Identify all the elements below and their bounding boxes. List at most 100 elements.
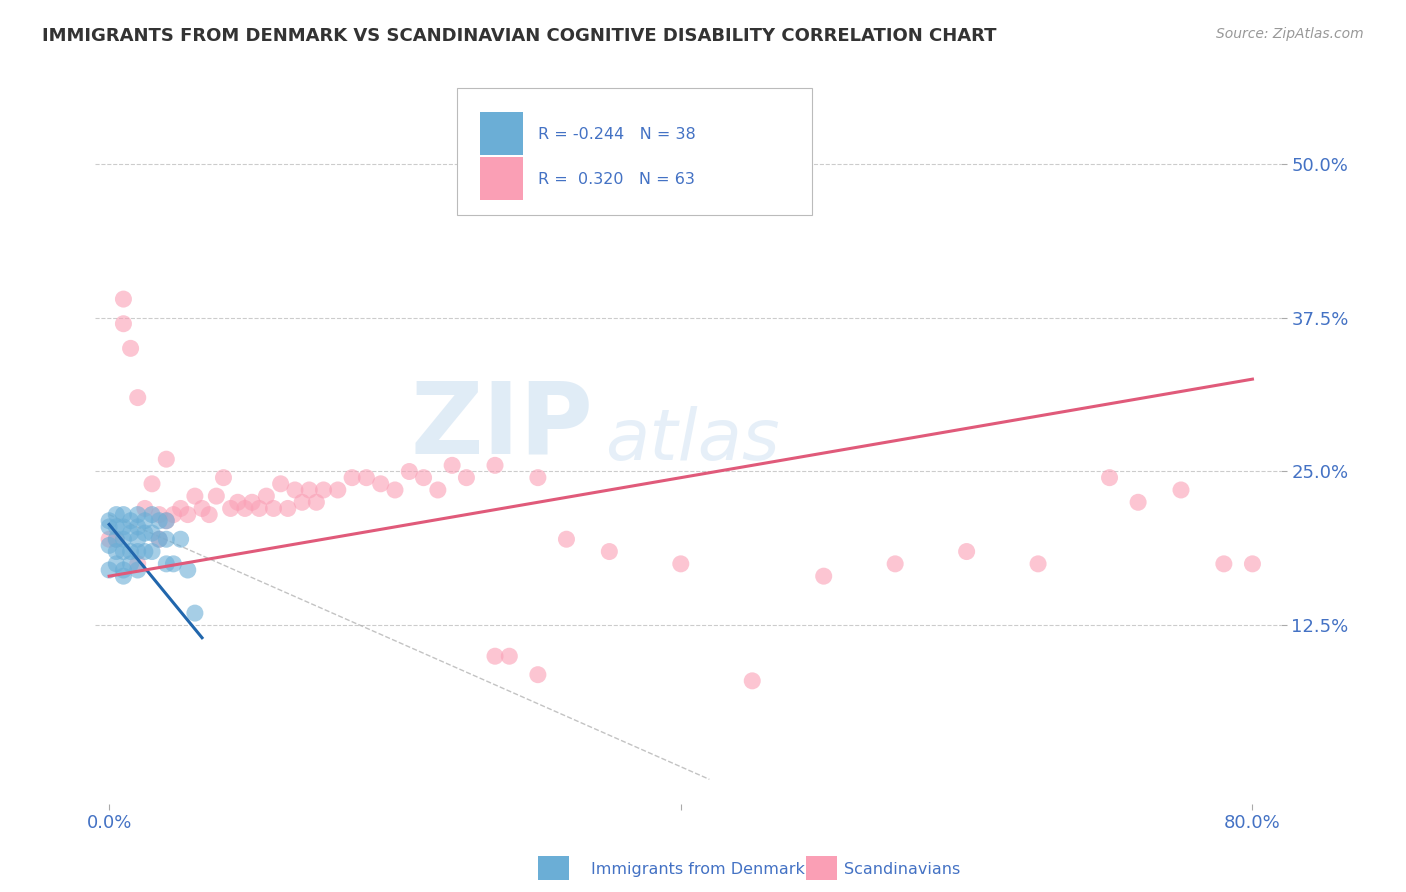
Point <box>1126 495 1149 509</box>
Point <box>456 470 478 484</box>
Point <box>141 526 163 541</box>
Point <box>120 526 142 541</box>
Point <box>1170 483 1192 497</box>
Point <box>226 495 249 509</box>
Point <box>127 391 149 405</box>
Point <box>305 495 328 509</box>
Point <box>326 483 349 497</box>
Point <box>169 533 191 547</box>
Point <box>498 649 520 664</box>
Point <box>555 533 578 547</box>
Point <box>291 495 314 509</box>
Point <box>484 649 506 664</box>
Point <box>112 569 135 583</box>
Point <box>98 538 121 552</box>
Point <box>127 533 149 547</box>
Point <box>184 606 207 620</box>
Point <box>1098 470 1121 484</box>
Point <box>1241 557 1264 571</box>
Point <box>112 520 135 534</box>
Point <box>177 563 200 577</box>
Point <box>148 508 170 522</box>
Point <box>198 508 221 522</box>
Point <box>155 533 177 547</box>
Text: ZIP: ZIP <box>411 377 593 475</box>
Point <box>155 514 177 528</box>
Point <box>98 520 121 534</box>
Text: Immigrants from Denmark: Immigrants from Denmark <box>591 863 804 877</box>
Point <box>263 501 285 516</box>
Point <box>98 533 121 547</box>
Point <box>813 569 835 583</box>
Point <box>398 465 420 479</box>
Point <box>120 514 142 528</box>
FancyBboxPatch shape <box>481 112 523 155</box>
Point <box>98 514 121 528</box>
Point <box>105 508 128 522</box>
Point <box>155 452 177 467</box>
Point <box>134 544 156 558</box>
Text: R =  0.320   N = 63: R = 0.320 N = 63 <box>538 171 696 186</box>
Point <box>426 483 449 497</box>
Text: R = -0.244   N = 38: R = -0.244 N = 38 <box>538 127 696 142</box>
Point <box>120 557 142 571</box>
Point <box>955 544 977 558</box>
FancyBboxPatch shape <box>457 88 813 216</box>
Point <box>162 557 184 571</box>
Point <box>148 533 170 547</box>
Text: IMMIGRANTS FROM DENMARK VS SCANDINAVIAN COGNITIVE DISABILITY CORRELATION CHART: IMMIGRANTS FROM DENMARK VS SCANDINAVIAN … <box>42 27 997 45</box>
Point <box>112 508 135 522</box>
Point <box>254 489 277 503</box>
Point <box>312 483 335 497</box>
Point <box>112 544 135 558</box>
Point <box>120 342 142 356</box>
Point <box>212 470 235 484</box>
Point <box>148 533 170 547</box>
Point <box>105 520 128 534</box>
Point <box>112 292 135 306</box>
Point <box>219 501 242 516</box>
Point <box>155 557 177 571</box>
Point <box>112 533 135 547</box>
Point <box>112 563 135 577</box>
Point <box>270 476 292 491</box>
Point <box>205 489 228 503</box>
Point <box>105 557 128 571</box>
Point <box>191 501 214 516</box>
Point <box>105 544 128 558</box>
Point <box>233 501 256 516</box>
FancyBboxPatch shape <box>481 157 523 200</box>
Point <box>134 514 156 528</box>
Point <box>127 508 149 522</box>
Point <box>247 501 270 516</box>
Point <box>141 476 163 491</box>
Point <box>169 501 191 516</box>
Point <box>105 533 128 547</box>
Point <box>134 526 156 541</box>
Point <box>184 489 207 503</box>
Point <box>120 544 142 558</box>
Point <box>177 508 200 522</box>
Point <box>441 458 464 473</box>
Point <box>155 514 177 528</box>
Point <box>484 458 506 473</box>
Text: Scandinavians: Scandinavians <box>844 863 960 877</box>
Point <box>669 557 692 571</box>
Point <box>384 483 406 497</box>
Point <box>412 470 434 484</box>
Point <box>277 501 299 516</box>
Point <box>527 470 550 484</box>
Point <box>112 317 135 331</box>
Point <box>370 476 392 491</box>
Point <box>340 470 363 484</box>
Point <box>141 508 163 522</box>
Point <box>884 557 907 571</box>
Point <box>127 544 149 558</box>
Point <box>127 520 149 534</box>
Point <box>741 673 763 688</box>
Point <box>1026 557 1049 571</box>
Point <box>127 563 149 577</box>
Point <box>240 495 263 509</box>
Point <box>1212 557 1234 571</box>
Text: atlas: atlas <box>605 406 779 475</box>
